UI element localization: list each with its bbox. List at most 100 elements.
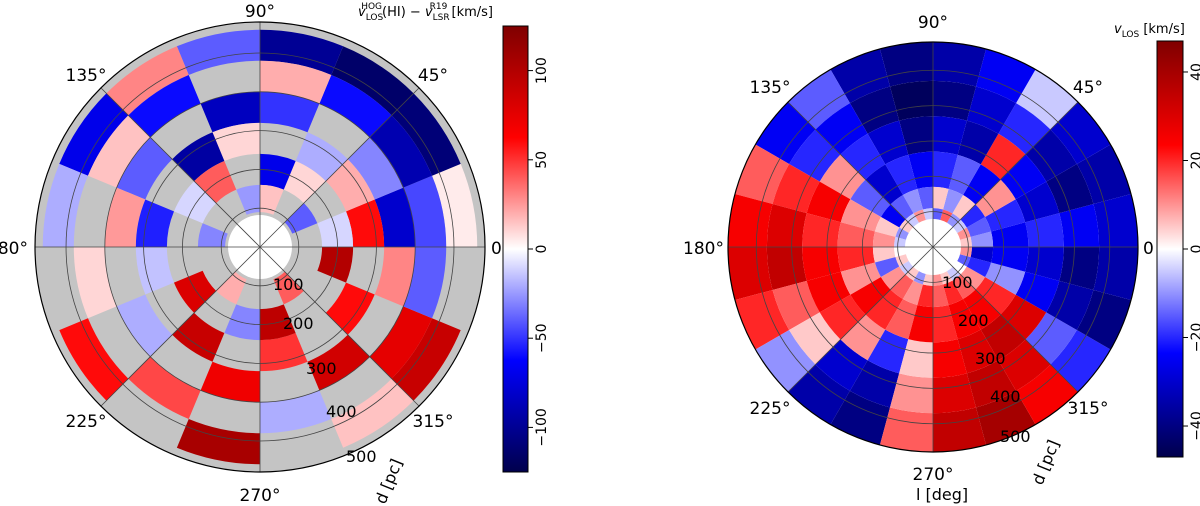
panel-1-wedge-s3-r3 (963, 164, 1001, 205)
panel-1-wedge-s22-r0 (1076, 289, 1132, 350)
panel-1-wedge-s18-r4 (933, 284, 949, 308)
panel-1-wedge-s19-r3 (948, 299, 981, 340)
panel-1-wedge-s18-r1 (933, 373, 976, 414)
panel-0-wedge-s6-r4 (173, 181, 217, 224)
right-radial-tick-300: 300 (975, 349, 1006, 368)
panel-0-wedge-s15-r2 (374, 247, 416, 307)
colorbar-0-tick-label-2: 0 (534, 245, 550, 254)
panel-0-wedge-s1-r2 (347, 137, 404, 200)
panel-1-wedge-s2-r2 (1000, 154, 1047, 200)
panel-1-wedge-s13-r2 (806, 271, 851, 313)
right-angle-label-225: 225° (750, 399, 791, 419)
panel-1-wedge-s3-r0 (1016, 69, 1078, 130)
panel-0-wedge-s11-r2 (200, 361, 260, 403)
left-radial-tick-300: 300 (306, 359, 337, 378)
panel-1-wedge-s17-r2 (899, 339, 933, 378)
panel-1-wedge-s2-r4 (960, 204, 986, 228)
panel-1-wedge-s16-r2 (867, 329, 909, 374)
panel-1-spoke-45 (932, 101, 1079, 248)
panel-0-wedge-s3-r2 (260, 91, 320, 133)
left-title-sup1: HOG (361, 2, 382, 12)
right-title-v1: v (1114, 22, 1122, 37)
panel-1-outer-frame (727, 41, 1139, 453)
panel-1-wedge-s6-r2 (899, 116, 933, 155)
panel-1-wedge-s6-r0 (879, 42, 933, 87)
panel-0-wedge-s5-r3 (172, 132, 225, 182)
colorbar-0-tick-label-0: 100 (534, 57, 550, 84)
panel-0-wedge-s4-r3 (212, 122, 260, 161)
panel-1-wedge-s21-r4 (960, 266, 986, 290)
colorbar-1-tick-label-1: 20 (1189, 152, 1200, 170)
panel-1-wedge-s13-r4 (874, 257, 900, 278)
panel-1-wedge-s17-r1 (890, 373, 933, 414)
panel-1-wedge-s23-r1 (1059, 247, 1100, 290)
right-polar-panel: 90° 45° 0 315° 270° 225° 180° 135° 100 2… (683, 13, 1154, 504)
panel-1-wedge-s20-r4 (952, 274, 976, 300)
left-radial-tick-400: 400 (326, 402, 357, 421)
left-angle-label-270: 270° (240, 486, 281, 506)
panel-1-wedge-s16-r0 (830, 390, 891, 446)
panel-1-wedge-s15-r3 (865, 289, 903, 330)
panel-0-wedge-s6-r0 (59, 93, 129, 176)
panel-0-wedge-s14-r3 (325, 282, 375, 335)
panel-1-wedge-s17-r3 (908, 305, 933, 343)
colorbar-1-tick-label-4: −40 (1189, 411, 1200, 441)
panel-1-wedge-s7-r2 (867, 120, 909, 165)
panel-1-wedge-s4-r3 (948, 154, 981, 195)
right-colorbar-title: vLOS [km/s] (1114, 22, 1185, 40)
colorbar-0-tick-label-4: −100 (534, 408, 550, 446)
panel-1-wedge-s7-r4 (902, 188, 923, 214)
right-angle-label-90: 90° (918, 13, 948, 33)
panel-0-wedge-s3-r5 (260, 184, 284, 215)
panel-1-wedge-s0-r2 (1025, 213, 1064, 247)
panel-0-spoke-315 (259, 246, 420, 407)
panel-1-wedge-s7-r0 (830, 48, 891, 104)
panel-1-wedge-s9-r1 (789, 129, 841, 182)
left-colorbar-ticks: 100 50 0 −50 −100 (528, 57, 550, 447)
panel-1-wedge-s19-r1 (966, 360, 1017, 408)
panel-0-wedge-s0-r3 (346, 199, 385, 247)
right-colorbar: 40 20 0 −20 −40 vLOS [km/s] (1114, 22, 1200, 458)
panel-1-wedge-s23-r4 (970, 247, 994, 263)
panel-1-wedge-s8-r2 (840, 133, 886, 180)
panel-0-wedge-s6-r2 (116, 137, 173, 200)
panel-0-wedge-s5-r4 (194, 160, 237, 204)
panel-1-wedge-s22-r3 (985, 262, 1026, 295)
right-colorbar-bar (1156, 40, 1184, 458)
panel-1-wedge-s3-r1 (998, 103, 1051, 155)
panel-1-wedge-s15-r4 (890, 274, 914, 300)
right-angle-label-0: 0 (1143, 239, 1154, 259)
left-colorbar-bar (502, 25, 529, 473)
panel-0-wedge-s12-r3 (260, 333, 308, 372)
panel-1-wedge-s4-r4 (943, 188, 964, 214)
panel-1-wedge-s16-r3 (885, 299, 918, 340)
panel-1-wedge-s11-r1 (766, 204, 807, 247)
panel-1-wedge-s20-r2 (980, 314, 1026, 361)
panel-1-wedge-s14-r0 (755, 330, 816, 392)
panel-1-wedge-s0-r1 (1059, 204, 1100, 247)
panel-1-wedge-s13-r0 (734, 289, 790, 350)
panel-1-wedge-s20-r3 (963, 289, 1001, 330)
left-title-v2: v (425, 5, 433, 20)
right-angle-label-180: 180° (683, 239, 724, 259)
panel-1-wedge-s18-r2 (933, 339, 967, 378)
panel-1-wedge-s4-r0 (975, 48, 1036, 104)
panel-1-wedge-s10-r2 (806, 181, 851, 223)
panel-1-wedge-s11-r3 (837, 222, 875, 247)
panel-1-wedge-s14-r1 (789, 312, 841, 365)
panel-1-wedge-s10-r4 (874, 216, 900, 237)
panel-0-outer-frame (34, 21, 486, 473)
panel-1-wedge-s22-r1 (1046, 280, 1094, 331)
right-colorbar-ticks: 40 20 0 −20 −40 (1183, 63, 1200, 441)
panel-1-wedge-s12-r1 (766, 247, 807, 290)
panel-1-wedge-s9-r4 (880, 204, 906, 228)
right-angle-label-315: 315° (1068, 399, 1109, 419)
left-radial-tick-100: 100 (273, 275, 304, 294)
panel-1-wedge-s0-r4 (970, 231, 994, 247)
left-radial-tick-200: 200 (283, 314, 314, 333)
panel-0-wedge-s5-r1 (128, 74, 201, 138)
panel-1-wedge-s1-r3 (985, 199, 1026, 232)
panel-1-wedge-s4-r1 (966, 86, 1017, 134)
left-title-sub2: LSR (433, 13, 450, 23)
